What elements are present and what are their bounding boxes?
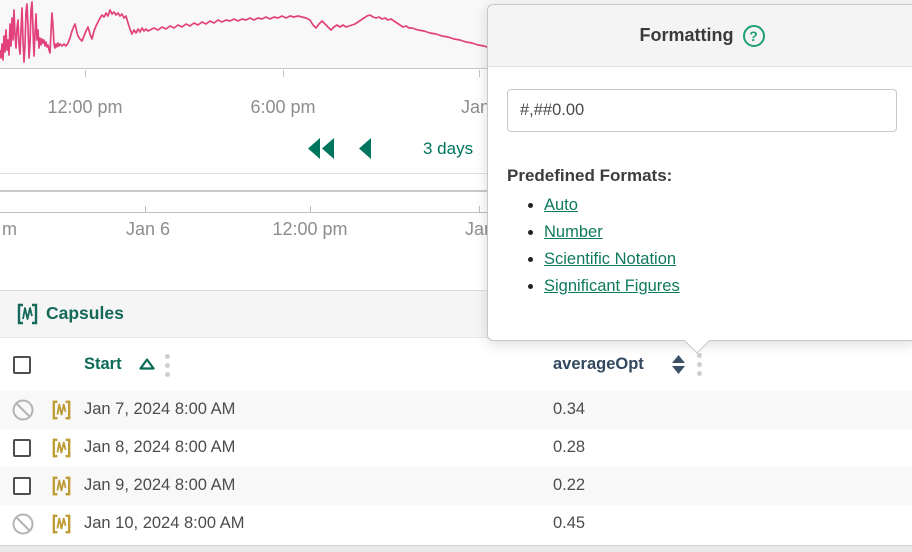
list-item: Scientific Notation [544, 250, 898, 269]
capsule-value-cell: 0.22 [553, 476, 586, 494]
bottom-scrollbar[interactable] [0, 545, 912, 552]
x-axis-label: 6:00 pm [250, 97, 316, 117]
table-row[interactable]: Jan 8, 2024 8:00 AM 0.28 [0, 429, 912, 467]
capsules-table-body: Jan 7, 2024 8:00 AM 0.34 Jan 8, 2024 8:0… [0, 391, 912, 543]
list-item: Auto [544, 196, 898, 215]
scrub-axis-label: Jan [465, 219, 495, 239]
list-item: Number [544, 223, 898, 242]
formatting-popover-body: Predefined Formats: Auto Number Scientif… [488, 67, 912, 296]
rewind-button[interactable] [307, 138, 335, 164]
averageopt-column-menu-icon[interactable] [697, 353, 702, 380]
sort-asc-icon[interactable] [139, 357, 155, 375]
table-row[interactable]: Jan 10, 2024 8:00 AM 0.45 [0, 505, 912, 543]
row-checkbox[interactable] [13, 477, 31, 495]
formatting-popover: Formatting ? Predefined Formats: Auto Nu… [487, 4, 912, 354]
step-back-icon [359, 138, 371, 159]
capsule-start-cell: Jan 7, 2024 8:00 AM [84, 400, 236, 418]
predefined-formats-heading: Predefined Formats: [507, 166, 673, 185]
scrub-axis-label: 12:00 pm [272, 219, 348, 239]
column-header-start[interactable]: Start [84, 355, 122, 373]
scrub-axis-label: m [2, 219, 17, 239]
row-checkbox[interactable] [13, 439, 31, 457]
trend-series-line [0, 1, 912, 63]
help-icon[interactable]: ? [742, 24, 765, 47]
trend-series-svg [0, 1, 912, 63]
x-axis-label: 12:00 pm [47, 97, 123, 117]
table-row[interactable]: Jan 9, 2024 8:00 AM 0.22 [0, 467, 912, 505]
x-axis-tick [85, 70, 86, 77]
format-link-scientific-notation[interactable]: Scientific Notation [544, 250, 677, 268]
sort-both-icon[interactable] [671, 355, 686, 379]
x-axis-tick [283, 70, 284, 77]
x-axis-tick [479, 70, 480, 77]
scrub-axis-label: Jan 6 [125, 219, 171, 239]
predefined-format-list: Auto Number Scientific Notation Signific… [507, 196, 898, 296]
popover-title: Formatting [639, 25, 734, 45]
table-row[interactable]: Jan 7, 2024 8:00 AM 0.34 [0, 391, 912, 429]
scrub-axis-line [0, 212, 912, 213]
step-back-button[interactable] [358, 138, 372, 164]
column-header-averageopt[interactable]: averageOpt [553, 355, 644, 373]
format-link-significant-figures[interactable]: Significant Figures [544, 277, 680, 295]
format-link-number[interactable]: Number [544, 223, 603, 241]
capsule-icon [52, 514, 71, 539]
capsule-value-cell: 0.34 [553, 400, 586, 418]
capsule-icon [52, 400, 71, 425]
rewind-icon [308, 138, 334, 159]
capsule-start-cell: Jan 8, 2024 8:00 AM [84, 438, 236, 456]
display-range-label[interactable]: 3 days [423, 139, 474, 158]
capsule-start-cell: Jan 9, 2024 8:00 AM [84, 476, 236, 494]
not-selectable-icon [12, 399, 34, 426]
capsule-icon [52, 476, 71, 501]
capsules-panel-title: Capsules [46, 303, 124, 323]
formatting-popover-header: Formatting ? [488, 5, 912, 67]
capsule-value-cell: 0.45 [553, 514, 586, 532]
start-column-menu-icon[interactable] [165, 354, 170, 381]
capsule-icon [52, 438, 71, 463]
capsules-icon [17, 303, 38, 330]
capsule-value-cell: 0.28 [553, 438, 586, 456]
not-selectable-icon [12, 513, 34, 540]
scrub-axis-tick [479, 206, 480, 212]
scrub-bar[interactable] [0, 190, 912, 192]
format-string-input[interactable] [507, 89, 897, 132]
format-link-auto[interactable]: Auto [544, 196, 578, 214]
scrub-axis-tick [145, 206, 146, 212]
list-item: Significant Figures [544, 277, 898, 296]
capsule-start-cell: Jan 10, 2024 8:00 AM [84, 514, 245, 532]
scrub-axis-tick [310, 206, 311, 212]
x-axis-label: Jan [461, 97, 491, 117]
capsules-table-header: Start averageOpt [0, 338, 912, 391]
select-all-checkbox[interactable] [13, 356, 31, 374]
divider [0, 173, 912, 174]
